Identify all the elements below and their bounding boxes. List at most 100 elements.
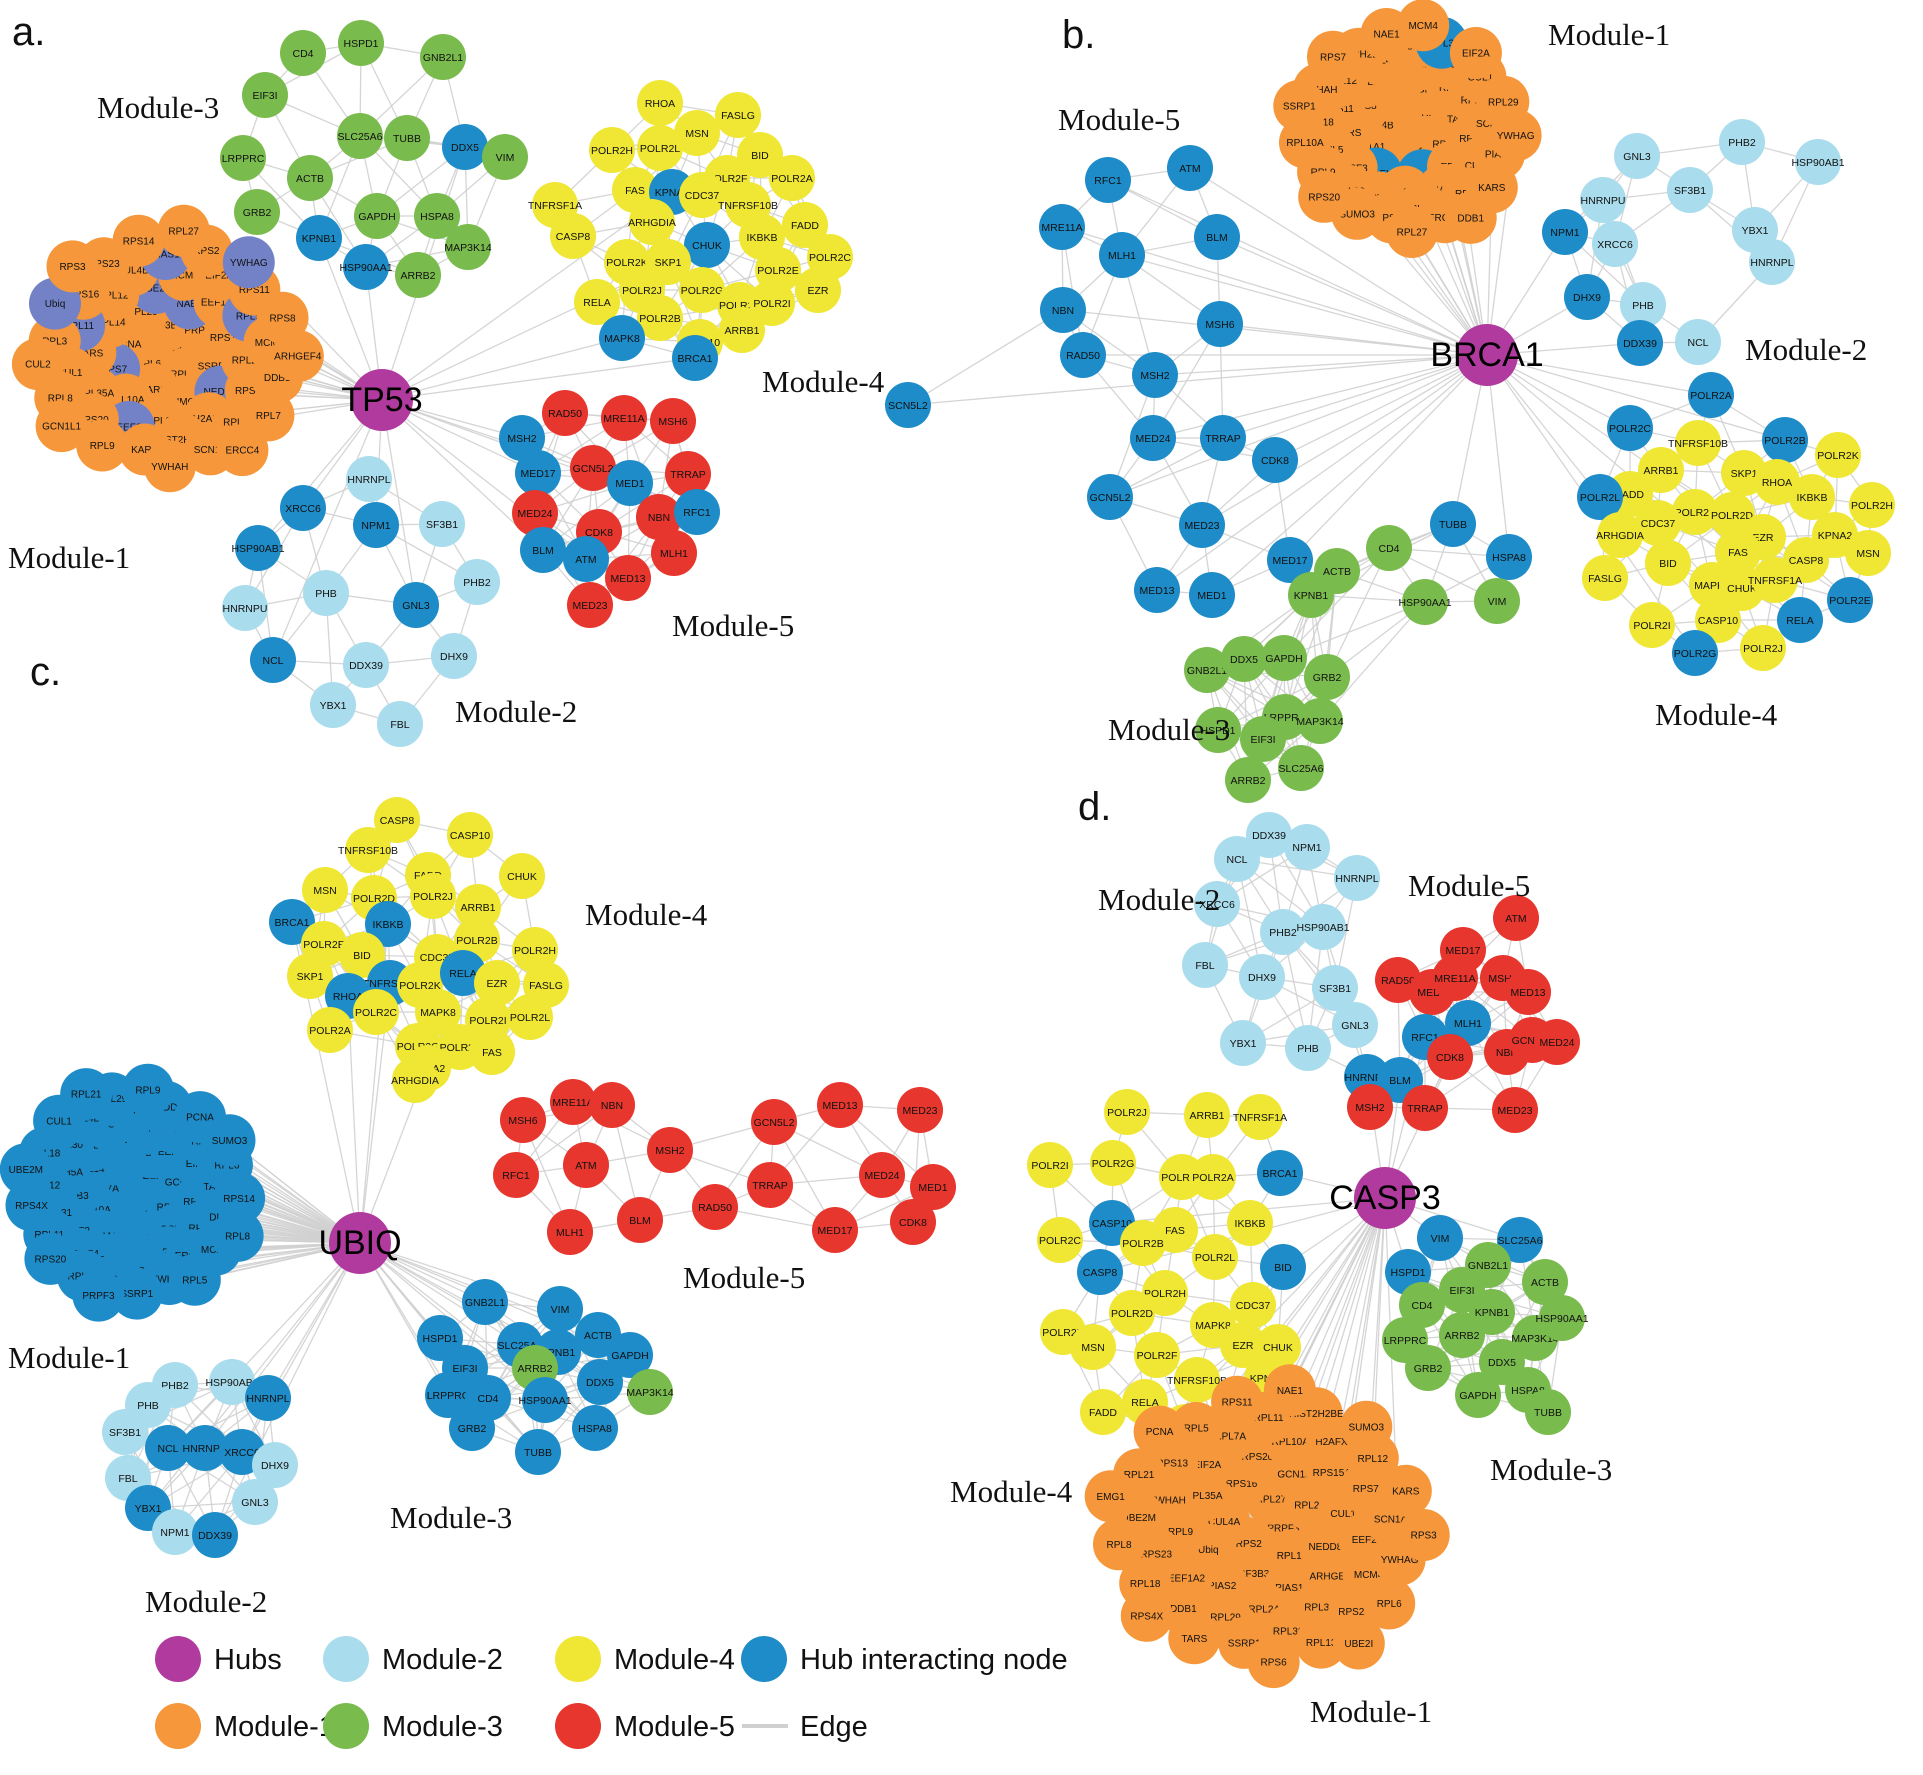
node-circle [1257, 1150, 1303, 1196]
node-label: RPL21 [146, 416, 177, 427]
node-label: GNB2L1 [1187, 665, 1227, 677]
node-label: HSPD1 [422, 1333, 457, 1345]
node-circle [1614, 133, 1660, 179]
node-label: SCN5L2 [888, 400, 928, 412]
node-label: DDX39 [198, 1530, 232, 1542]
node-circle [1307, 30, 1359, 83]
node-label: ARHGDIA [391, 1075, 439, 1087]
node-circle [1455, 1372, 1501, 1418]
node-circle [245, 1375, 291, 1421]
node-RPS7: RPS7 [1307, 30, 1359, 83]
node-BRCA1: BRCA1 [672, 335, 718, 381]
node-label: YWHAG [230, 258, 268, 269]
node-circle [1439, 1312, 1485, 1358]
node-MED1: MED1 [910, 1164, 956, 1210]
edge [1219, 323, 1488, 356]
node-YBX1: YBX1 [310, 682, 356, 728]
node-CASP8: CASP8 [374, 797, 420, 843]
edge [359, 1242, 521, 1346]
node-circle [1607, 405, 1653, 451]
node-circle [303, 570, 349, 616]
node-POLR2C: POLR2C [1037, 1217, 1083, 1263]
node-label: CASP8 [556, 231, 591, 243]
node-circle [110, 1267, 163, 1320]
node-label: GAPDH [1459, 1390, 1496, 1402]
node-label: RAD50 [1381, 975, 1415, 987]
node-circle [1184, 1092, 1230, 1138]
edge [1289, 1197, 1386, 1391]
node-label: RPL6 [1377, 1599, 1402, 1610]
node-circle [1261, 635, 1307, 681]
node-label: MRE11A [1434, 973, 1475, 985]
node-label: BLM [629, 1215, 651, 1227]
node-label: RPL27 [168, 226, 199, 237]
node-circle [1184, 647, 1230, 693]
node-POLR2E: POLR2E [1827, 577, 1873, 623]
edges-layer [24, 23, 1873, 1664]
node-circle [384, 115, 430, 161]
node-RAD50: RAD50 [692, 1184, 738, 1230]
node-label: CD4 [292, 48, 313, 60]
node-circle [1134, 1332, 1180, 1378]
node-POLR2G: POLR2G [1672, 630, 1718, 676]
module-label-a-module-3: Module-3 [97, 90, 219, 125]
node-label: LRPPRC [222, 153, 265, 165]
node-circle [232, 1479, 278, 1525]
node-IKBKB: IKBKB [1227, 1200, 1273, 1246]
node-label: TUBB [393, 133, 421, 145]
edge [381, 191, 673, 401]
node-label: MCM4 [169, 270, 199, 281]
node-label: IKBKB [1797, 492, 1828, 504]
node-circle [1580, 177, 1626, 223]
node-label: RPL11 [1254, 1413, 1284, 1424]
node-circle [1267, 537, 1313, 583]
node-FAS: FAS [1715, 529, 1761, 575]
node-POLR2A: POLR2A [1688, 372, 1734, 418]
node-XRCC6: XRCC6 [280, 485, 326, 531]
node-label: XRCC6 [285, 503, 321, 515]
node-label: POLR2B [639, 313, 680, 325]
node-circle [1194, 881, 1240, 927]
node-label: TNFRSF1A [1748, 575, 1802, 587]
legend-label: Module-3 [382, 1711, 503, 1743]
node-label: EIF3I [252, 90, 277, 102]
legend-item-module-1: Module-1 [155, 1703, 335, 1749]
node-NPM1: NPM1 [353, 502, 399, 548]
node-label: RPS7 [1353, 1484, 1380, 1495]
node-circle [607, 1332, 653, 1378]
node-SF3B1: SF3B1 [102, 1409, 148, 1455]
node-label: CASP10 [1698, 615, 1738, 627]
node-label: POLR2B [1122, 1238, 1163, 1250]
node-circle [1312, 965, 1358, 1011]
node-POLR2A: POLR2A [307, 1007, 353, 1053]
node-HSPD1: HSPD1 [1195, 707, 1241, 753]
node-label: RPL30 [1273, 1627, 1304, 1638]
node-label: EZR [487, 978, 508, 990]
node-label: HSP90AB1 [1791, 157, 1844, 169]
node-CDC37: CDC37 [679, 172, 725, 218]
node-label: ACTB [1323, 566, 1351, 578]
node-label: GNL3 [402, 600, 430, 612]
node-POLR2I: POLR2I [749, 280, 795, 326]
node-label: XRCC6 [1199, 899, 1235, 911]
node-circle [1597, 512, 1643, 558]
node-label: H2AFX [193, 414, 226, 425]
node-label: IKBKB [373, 919, 404, 931]
edge [1216, 236, 1488, 356]
node-PHB: PHB [1620, 282, 1666, 328]
node-label: BID [1659, 558, 1677, 570]
node-circle [1397, 1509, 1450, 1561]
module-label-c-module-3: Module-3 [390, 1500, 512, 1535]
node-label: RPL3 [1429, 38, 1454, 49]
node-label: MED17 [1272, 555, 1307, 567]
node-label: RPL23 [170, 369, 201, 380]
module-label-c-module-1: Module-1 [8, 1340, 130, 1375]
node-CDK8: CDK8 [890, 1199, 936, 1245]
node-PHB: PHB [303, 570, 349, 616]
node-TRRAP: TRRAP [665, 451, 711, 497]
node-circle [637, 125, 683, 171]
node-label: XRCC6 [1597, 239, 1633, 251]
node-POLR2J: POLR2J [410, 873, 456, 919]
